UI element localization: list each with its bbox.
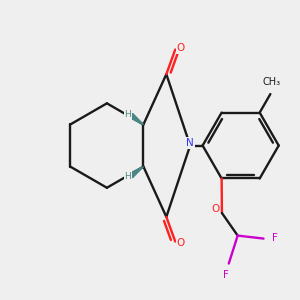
Text: F: F bbox=[223, 270, 229, 280]
Polygon shape bbox=[129, 167, 143, 178]
Text: F: F bbox=[272, 233, 278, 243]
Text: O: O bbox=[176, 238, 185, 248]
Text: H: H bbox=[124, 110, 131, 119]
Polygon shape bbox=[129, 113, 143, 124]
Text: O: O bbox=[176, 43, 185, 53]
Text: H: H bbox=[124, 172, 131, 181]
Text: O: O bbox=[211, 204, 220, 214]
Text: CH₃: CH₃ bbox=[263, 77, 281, 87]
Text: N: N bbox=[186, 138, 194, 148]
